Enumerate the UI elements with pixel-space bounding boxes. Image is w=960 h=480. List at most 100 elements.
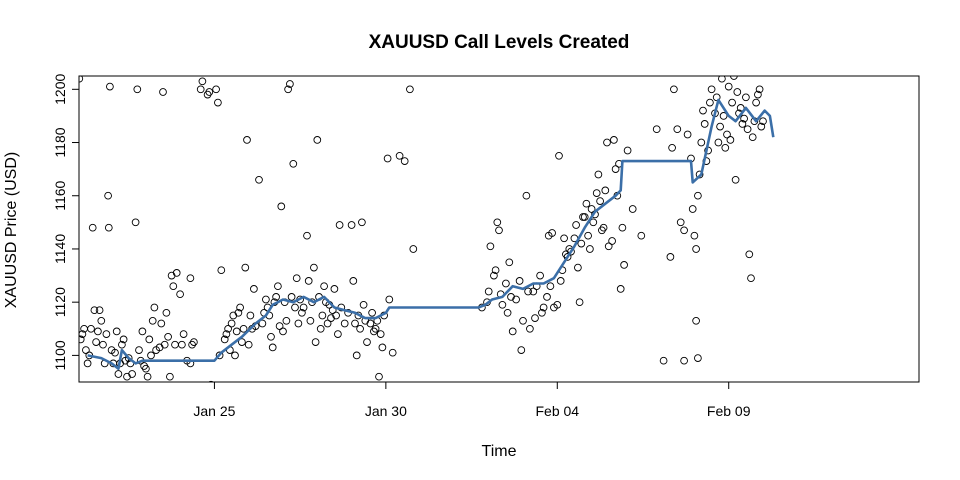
data-point	[188, 340, 196, 349]
data-point	[231, 351, 239, 360]
data-point	[164, 332, 172, 341]
data-point	[267, 332, 275, 341]
data-point	[706, 98, 714, 107]
data-point	[375, 372, 383, 381]
data-point	[592, 189, 601, 197]
data-point	[286, 80, 294, 88]
data-point	[707, 85, 716, 94]
data-point	[224, 324, 232, 333]
data-point	[176, 290, 184, 299]
data-point	[692, 316, 700, 325]
data-point	[574, 263, 582, 272]
data-point	[112, 327, 121, 336]
data-point	[659, 356, 668, 365]
data-point	[234, 308, 243, 317]
data-point	[299, 303, 308, 312]
data-point	[594, 170, 603, 179]
data-point	[160, 340, 169, 349]
data-point	[351, 319, 359, 328]
data-point	[385, 295, 394, 304]
data-point	[169, 282, 178, 291]
data-point	[637, 231, 646, 240]
data-point	[284, 85, 292, 94]
data-point	[577, 239, 586, 248]
data-point	[716, 122, 724, 131]
data-point	[604, 242, 613, 251]
data-point	[755, 85, 764, 94]
data-point	[157, 319, 166, 328]
x-axis-label: Time	[482, 443, 517, 460]
data-point	[503, 308, 512, 317]
data-point	[388, 348, 397, 357]
data-point	[208, 380, 214, 382]
data-point	[752, 98, 760, 107]
data-point	[688, 205, 697, 213]
data-point	[548, 229, 556, 237]
data-point	[738, 120, 747, 128]
data-point	[579, 213, 587, 221]
data-point	[608, 237, 616, 245]
data-point	[406, 85, 414, 94]
data-point	[721, 143, 730, 152]
data-point	[294, 319, 303, 328]
data-point	[666, 253, 675, 261]
data-point	[690, 231, 699, 240]
data-point	[575, 298, 584, 307]
data-point	[292, 274, 301, 283]
data-point	[320, 282, 328, 291]
data-point	[409, 245, 418, 253]
data-point	[303, 231, 311, 240]
data-point	[556, 277, 565, 285]
data-point	[274, 282, 282, 291]
points-layer	[79, 76, 767, 382]
data-point	[491, 266, 500, 275]
data-point	[582, 199, 591, 208]
y-tick-label: 1180	[52, 127, 68, 157]
data-point	[250, 285, 258, 293]
plot-area	[79, 76, 775, 382]
data-point	[538, 308, 546, 317]
data-point	[347, 221, 356, 229]
data-point	[220, 335, 229, 344]
data-point	[700, 120, 709, 128]
data-point	[757, 122, 766, 131]
data-point	[378, 343, 387, 352]
data-point	[145, 335, 154, 344]
data-point	[529, 287, 538, 296]
data-point	[512, 295, 520, 304]
data-point	[349, 277, 358, 285]
data-point	[714, 138, 723, 147]
data-point	[493, 218, 502, 227]
data-point	[340, 319, 349, 328]
data-point	[97, 316, 106, 325]
x-tick-label: Feb 04	[535, 403, 579, 419]
data-point	[124, 354, 133, 362]
data-point	[531, 314, 539, 322]
data-point	[699, 106, 707, 115]
data-point	[618, 223, 627, 232]
data-point	[754, 90, 762, 99]
data-point	[268, 343, 277, 352]
data-point	[747, 274, 755, 283]
data-point	[171, 340, 179, 349]
data-point	[668, 143, 676, 152]
data-point	[239, 324, 248, 333]
data-point	[683, 130, 692, 139]
data-point	[83, 359, 92, 368]
data-point	[584, 231, 592, 240]
data-point	[515, 277, 524, 285]
x-tick-label: Jan 25	[193, 403, 235, 419]
data-point	[150, 303, 159, 312]
data-point	[745, 250, 754, 259]
price-line	[87, 98, 775, 370]
data-point	[486, 242, 495, 251]
data-point	[99, 340, 107, 349]
data-point	[676, 218, 685, 227]
line-layer	[87, 98, 775, 370]
data-point	[555, 151, 563, 160]
data-point	[502, 279, 510, 288]
y-tick-label: 1140	[52, 234, 68, 264]
data-point	[316, 324, 325, 333]
data-point	[719, 112, 728, 120]
